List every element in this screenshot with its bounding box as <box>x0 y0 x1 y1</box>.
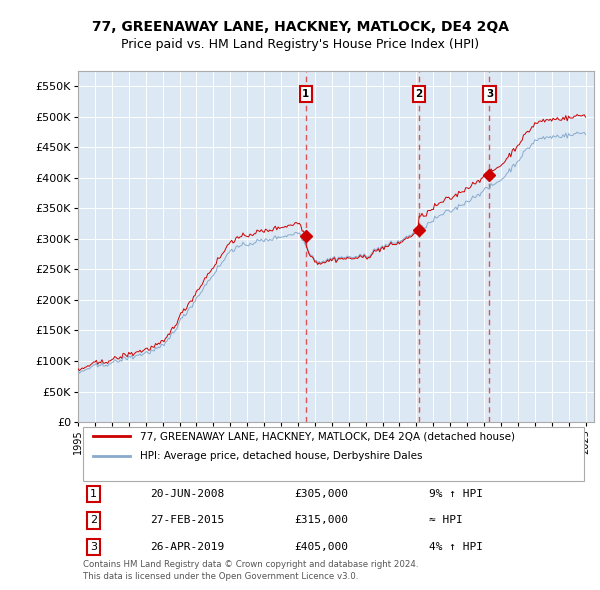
FancyBboxPatch shape <box>83 427 584 481</box>
Text: HPI: Average price, detached house, Derbyshire Dales: HPI: Average price, detached house, Derb… <box>140 451 422 461</box>
Text: 2: 2 <box>90 516 97 526</box>
Text: 27-FEB-2015: 27-FEB-2015 <box>150 516 224 526</box>
Text: 4% ↑ HPI: 4% ↑ HPI <box>429 542 483 552</box>
Text: 77, GREENAWAY LANE, HACKNEY, MATLOCK, DE4 2QA (detached house): 77, GREENAWAY LANE, HACKNEY, MATLOCK, DE… <box>140 431 515 441</box>
Text: £315,000: £315,000 <box>295 516 349 526</box>
Text: ≈ HPI: ≈ HPI <box>429 516 463 526</box>
Text: 2: 2 <box>415 89 422 99</box>
Text: Contains HM Land Registry data © Crown copyright and database right 2024.: Contains HM Land Registry data © Crown c… <box>83 560 419 569</box>
Text: 1: 1 <box>302 89 310 99</box>
Text: This data is licensed under the Open Government Licence v3.0.: This data is licensed under the Open Gov… <box>83 572 359 581</box>
Text: 20-JUN-2008: 20-JUN-2008 <box>150 489 224 499</box>
Text: Price paid vs. HM Land Registry's House Price Index (HPI): Price paid vs. HM Land Registry's House … <box>121 38 479 51</box>
Text: £405,000: £405,000 <box>295 542 349 552</box>
Text: 3: 3 <box>486 89 493 99</box>
Text: 1: 1 <box>90 489 97 499</box>
Text: £305,000: £305,000 <box>295 489 349 499</box>
Text: 3: 3 <box>90 542 97 552</box>
Text: 26-APR-2019: 26-APR-2019 <box>150 542 224 552</box>
Text: 77, GREENAWAY LANE, HACKNEY, MATLOCK, DE4 2QA: 77, GREENAWAY LANE, HACKNEY, MATLOCK, DE… <box>91 19 509 34</box>
Text: 9% ↑ HPI: 9% ↑ HPI <box>429 489 483 499</box>
